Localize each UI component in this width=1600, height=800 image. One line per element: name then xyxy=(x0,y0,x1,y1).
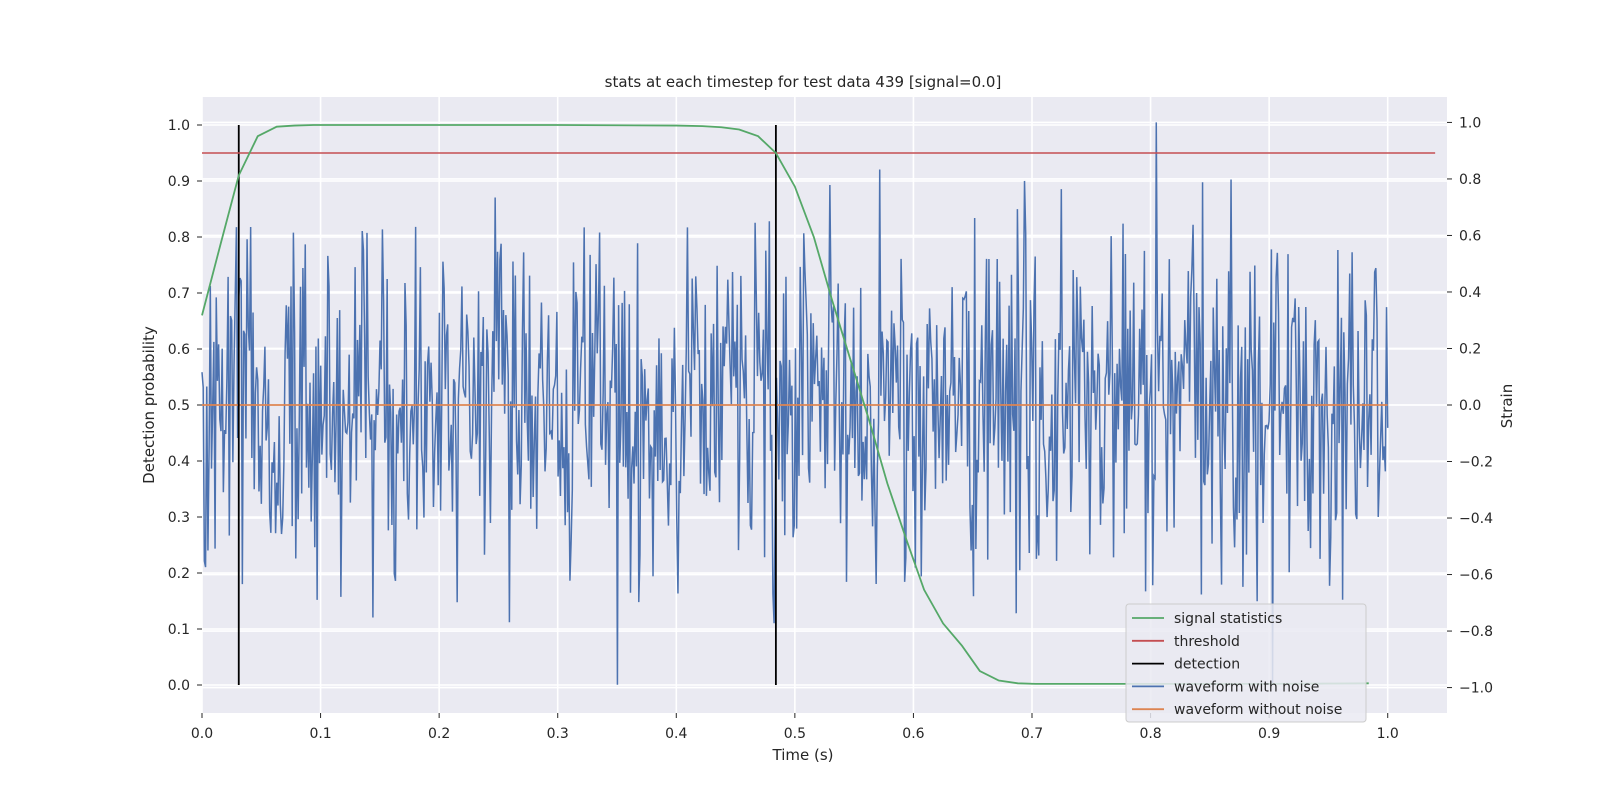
y-left-tick-label: 0.8 xyxy=(168,230,190,246)
y-right-tick-label: −1.0 xyxy=(1459,681,1493,697)
x-tick-label: 0.0 xyxy=(191,726,213,742)
x-tick-label: 1.0 xyxy=(1377,726,1399,742)
y-right-tick-label: 0.0 xyxy=(1459,398,1481,414)
series-line-waveform-with-noise xyxy=(201,122,1389,685)
y-left-tick-label: 0.1 xyxy=(168,622,190,638)
y-right-tick-label: 0.6 xyxy=(1459,228,1481,244)
x-axis-label: Time (s) xyxy=(772,746,834,764)
y-left-tick-label: 0.6 xyxy=(168,342,190,358)
x-tick-label: 0.7 xyxy=(1021,726,1043,742)
y-axis-label-right: Strain xyxy=(1498,384,1516,428)
y-right-tick-label: −0.6 xyxy=(1459,568,1493,584)
y-left-tick-label: 0.0 xyxy=(168,678,190,694)
x-tick-label: 0.5 xyxy=(784,726,806,742)
legend-entry: waveform without noise xyxy=(1174,702,1342,718)
legend-entry: threshold xyxy=(1174,634,1240,650)
legend-entry: detection xyxy=(1174,657,1240,673)
series-line-signal-statistics xyxy=(201,124,1369,685)
x-tick-label: 0.8 xyxy=(1139,726,1161,742)
series-layer xyxy=(201,122,1436,685)
legend-entry: signal statistics xyxy=(1174,611,1282,627)
x-tick-label: 0.9 xyxy=(1258,726,1280,742)
y-left-tick-label: 0.3 xyxy=(168,510,190,526)
y-left-tick-label: 0.2 xyxy=(168,566,190,582)
y-right-tick-label: −0.8 xyxy=(1459,624,1493,640)
y-axis-label-left: Detection probability xyxy=(140,326,158,484)
y-left-tick-label: 1.0 xyxy=(168,118,190,134)
legend: signal statistics threshold detection wavef… xyxy=(1125,603,1367,723)
y-left-tick-label: 0.7 xyxy=(168,286,190,302)
legend-box xyxy=(1125,603,1367,723)
y-right-tick-label: 0.8 xyxy=(1459,172,1481,188)
chart-title: stats at each timestep for test data 439… xyxy=(605,73,1002,91)
y-left-tick-label: 0.4 xyxy=(168,454,190,470)
x-tick-label: 0.1 xyxy=(309,726,331,742)
y-left-tick-label: 0.9 xyxy=(168,174,190,190)
y-right-tick-label: 0.2 xyxy=(1459,341,1481,357)
y-left-tick-label: 0.5 xyxy=(168,398,190,414)
y-right-tick-label: −0.4 xyxy=(1459,511,1493,527)
y-right-tick-label: 1.0 xyxy=(1459,115,1481,131)
legend-entry: waveform with noise xyxy=(1174,679,1319,695)
y-right-tick-label: 0.4 xyxy=(1459,285,1481,301)
x-tick-label: 0.4 xyxy=(665,726,687,742)
x-tick-label: 0.6 xyxy=(902,726,924,742)
x-tick-label: 0.2 xyxy=(428,726,450,742)
y-right-tick-label: −0.2 xyxy=(1459,455,1493,471)
axes: 0.0 0.1 0.2 0.3 0.4 0.5 0.6 0.7 0.8 0.9 1.0 0.0 0.1 0… xyxy=(168,115,1493,742)
x-tick-label: 0.3 xyxy=(547,726,569,742)
